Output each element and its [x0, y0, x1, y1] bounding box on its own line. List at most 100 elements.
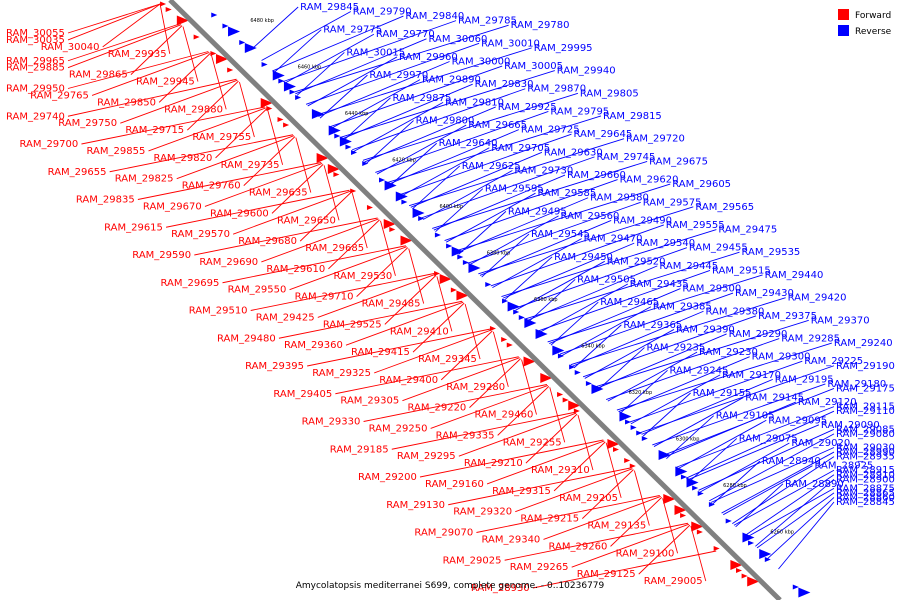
leader-line — [504, 522, 689, 561]
reverse-gene-label: RAM_29230 — [699, 347, 758, 358]
genome-axis — [168, 0, 782, 600]
leader-line — [250, 273, 435, 311]
forward-gene — [489, 326, 496, 331]
leader-line — [492, 238, 582, 288]
forward-gene-label: RAM_29315 — [492, 486, 551, 497]
forward-gene-label: RAM_29335 — [436, 430, 495, 441]
leader-line — [735, 483, 784, 528]
leader-line — [723, 465, 813, 516]
leader-line — [572, 310, 704, 367]
reverse-gene — [272, 70, 285, 81]
reverse-gene-label: RAM_29770 — [376, 29, 435, 40]
leader-line — [432, 160, 648, 229]
leader-line — [81, 106, 265, 145]
leader-line — [744, 474, 835, 537]
leader-line — [619, 369, 668, 414]
reverse-gene-label: RAM_28940 — [762, 456, 821, 467]
tick-label: 6380 kbp — [487, 251, 511, 257]
reverse-gene-label: RAM_29300 — [752, 352, 811, 363]
forward-gene-label: RAM_29855 — [87, 146, 146, 157]
forward-gene-label: RAM_29135 — [587, 521, 646, 532]
leader-line — [584, 329, 675, 379]
reverse-gene — [412, 208, 425, 218]
leader-line — [342, 97, 391, 142]
reverse-gene-label: RAM_29235 — [646, 343, 705, 354]
forward-gene — [680, 513, 687, 518]
forward-gene-label: RAM_29485 — [362, 299, 421, 310]
reverse-gene — [535, 329, 548, 339]
forward-gene-label: RAM_29835 — [76, 195, 135, 206]
forward-gene-label: RAM_29715 — [125, 125, 184, 136]
reverse-gene-label: RAM_28900 — [836, 474, 895, 485]
reverse-gene — [524, 318, 537, 328]
forward-gene-label: RAM_29710 — [295, 292, 354, 303]
forward-gene — [663, 494, 676, 504]
leader-line — [410, 151, 543, 208]
reverse-gene-label: RAM_29805 — [580, 88, 639, 99]
forward-gene-label: RAM_29600 — [210, 208, 269, 219]
forward-gene — [741, 573, 748, 579]
leader-line — [250, 6, 299, 51]
tick-label: 6460 kbp — [298, 65, 322, 71]
legend-reverse-label: Reverse — [855, 27, 892, 37]
leader-line — [408, 248, 425, 304]
leader-line — [330, 79, 421, 130]
leader-line — [605, 442, 622, 498]
reverse-gene-label: RAM_28990 — [836, 447, 895, 458]
reverse-gene — [502, 298, 509, 304]
forward-gene-label: RAM_29820 — [154, 153, 213, 164]
reverse-gene — [222, 23, 229, 29]
leader-line — [387, 129, 519, 186]
leader-line — [699, 442, 790, 493]
forward-gene-label: RAM_29510 — [189, 306, 248, 317]
forward-gene-label: RAM_29210 — [464, 458, 523, 469]
reverse-gene-label: RAM_29940 — [557, 66, 616, 77]
leader-line — [476, 495, 660, 533]
leader-line — [596, 347, 645, 391]
forward-gene — [736, 568, 743, 573]
reverse-gene — [625, 419, 632, 425]
forward-gene-label: RAM_30035 — [6, 35, 65, 46]
forward-gene-label: RAM_29550 — [228, 285, 287, 296]
forward-gene-label: RAM_29320 — [453, 507, 512, 518]
leader-line — [67, 24, 182, 69]
leader-line — [778, 501, 835, 570]
reverse-gene-label: RAM_29175 — [836, 383, 895, 394]
forward-gene-label: RAM_29750 — [58, 118, 117, 129]
reverse-gene — [697, 491, 704, 496]
leader-line — [481, 233, 530, 278]
leader-line — [629, 360, 803, 423]
leader-line — [273, 29, 322, 74]
leader-line — [549, 387, 566, 443]
forward-gene-label: RAM_29130 — [386, 500, 445, 511]
leader-line — [490, 224, 664, 287]
reverse-gene-label: RAM_29245 — [670, 365, 729, 376]
forward-gene — [316, 153, 329, 163]
reverse-gene-label: RAM_29665 — [468, 120, 527, 131]
leader-line — [305, 42, 480, 105]
leader-line — [67, 3, 161, 34]
forward-gene — [568, 400, 581, 411]
leader-line — [176, 135, 295, 180]
reverse-gene-label: RAM_29800 — [416, 116, 475, 127]
leader-line — [352, 88, 526, 151]
forward-gene-label: RAM_29880 — [164, 104, 223, 115]
reverse-gene — [468, 263, 481, 273]
reverse-gene-label: RAM_30005 — [504, 61, 563, 72]
tick-label: 6280 kbp — [723, 483, 747, 489]
tick-label: 6260 kbp — [770, 530, 794, 536]
reverse-gene-label: RAM_29830 — [475, 79, 534, 90]
forward-gene — [607, 439, 620, 449]
forward-gene-label: RAM_29935 — [108, 49, 167, 60]
leader-line — [606, 338, 780, 400]
leader-line — [194, 217, 378, 256]
leader-line — [448, 467, 632, 506]
leader-line — [689, 438, 738, 482]
reverse-gene-label: RAM_29455 — [689, 243, 748, 254]
forward-gene — [283, 122, 290, 128]
leader-line — [433, 174, 566, 231]
leader-line — [345, 301, 464, 346]
leader-line — [709, 433, 835, 502]
reverse-gene-label: RAM_29155 — [693, 388, 752, 399]
